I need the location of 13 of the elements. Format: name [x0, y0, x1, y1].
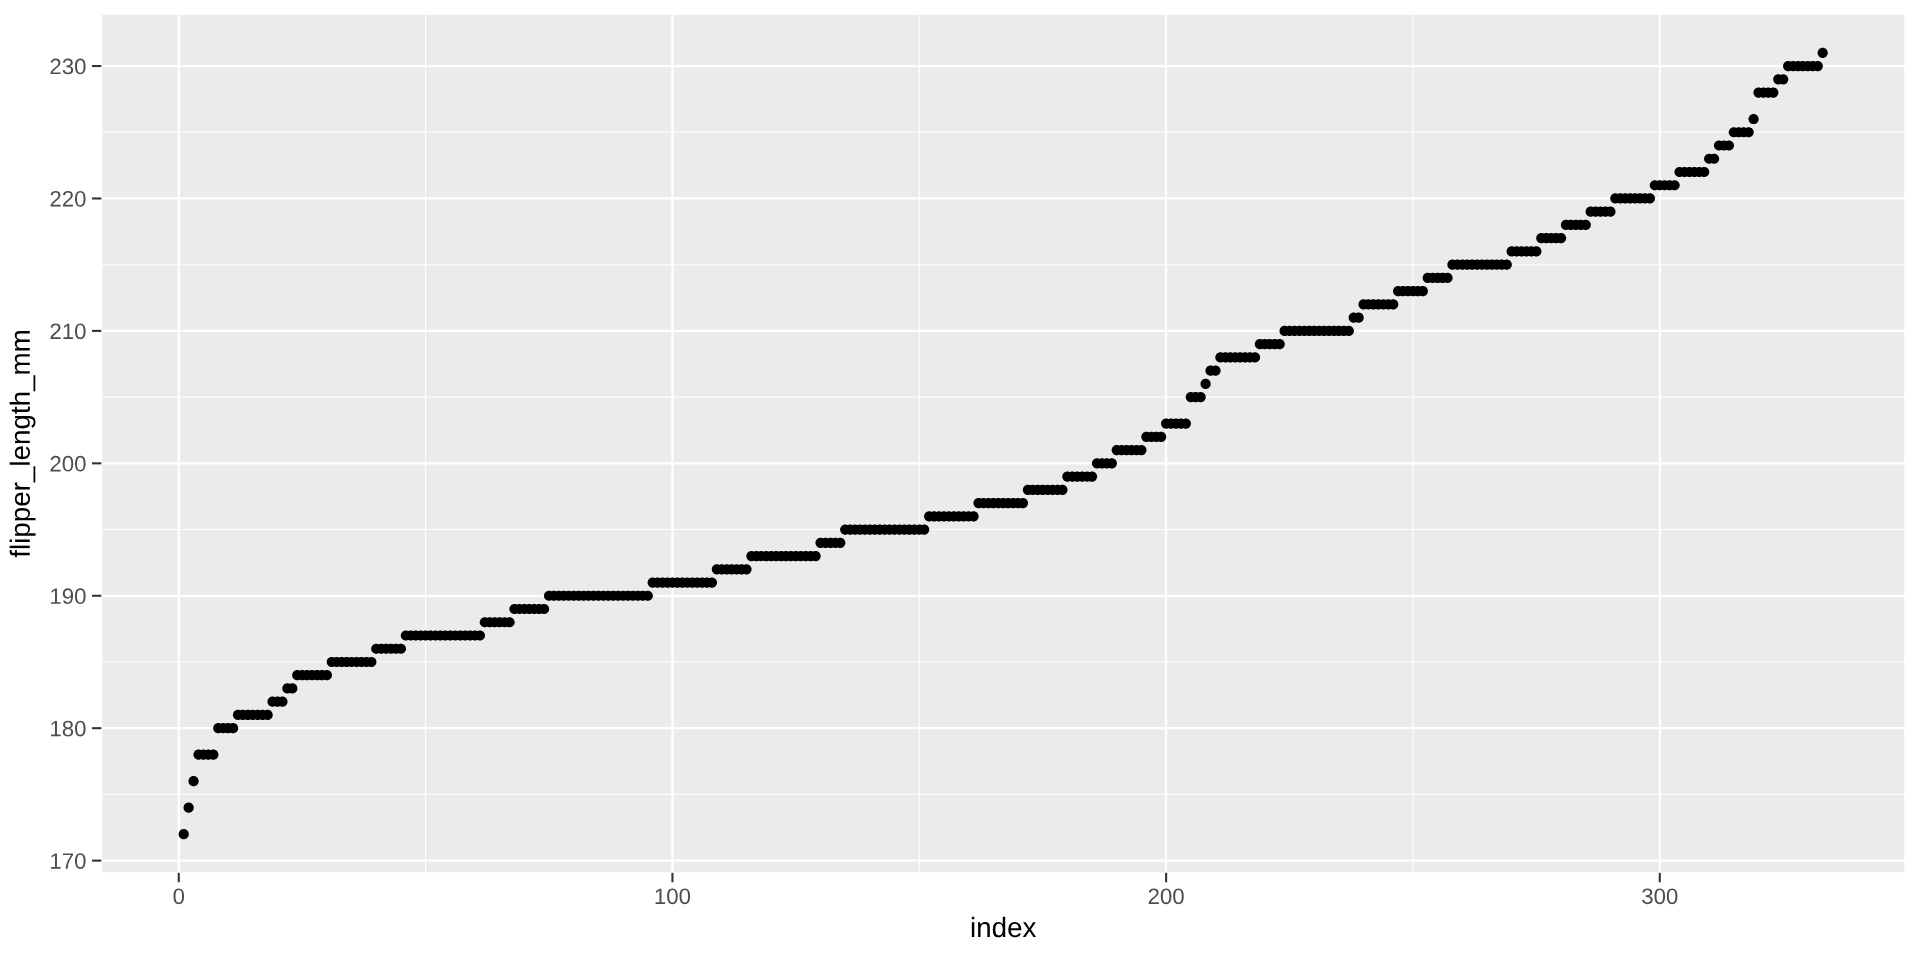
x-axis-title: index	[971, 916, 1037, 938]
y-axis-title: flipper_length_mm	[9, 331, 36, 558]
x-tick-label: 0	[173, 888, 185, 905]
y-tick-label: 220	[50, 191, 86, 207]
y-tick-label: 170	[51, 853, 86, 869]
y-tick-label: 180	[51, 720, 86, 737]
y-tick-label: 230	[50, 58, 86, 75]
y-tick-label: 190	[51, 588, 86, 605]
x-tick-label: 100	[655, 888, 691, 905]
y-tick-label: 210	[50, 323, 86, 340]
x-tick-label: 200	[1148, 888, 1184, 905]
x-tick-label: 300	[1642, 888, 1678, 905]
y-tick-label: 200	[50, 455, 86, 472]
